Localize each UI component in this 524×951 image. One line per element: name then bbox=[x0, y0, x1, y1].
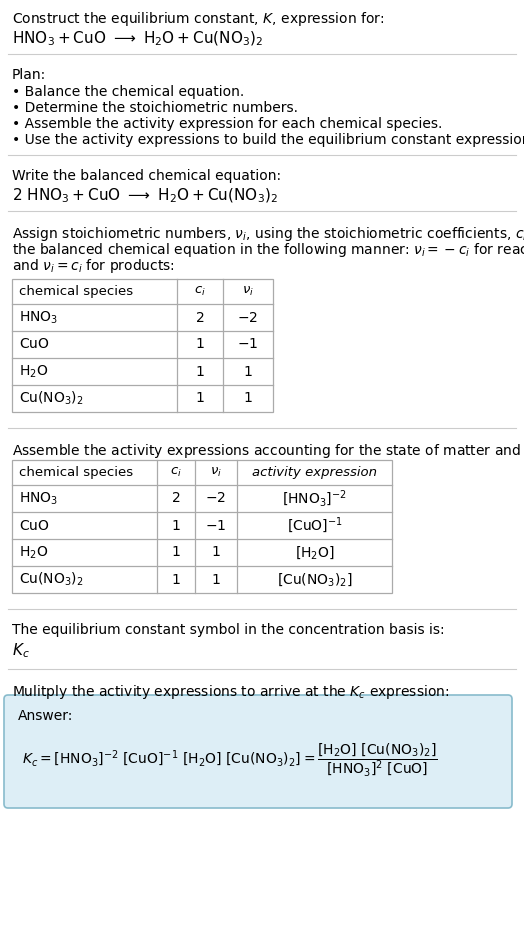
Text: the balanced chemical equation in the following manner: $\nu_i = -c_i$ for react: the balanced chemical equation in the fo… bbox=[12, 241, 524, 259]
Text: Assemble the activity expressions accounting for the state of matter and $\nu_i$: Assemble the activity expressions accoun… bbox=[12, 442, 524, 460]
Text: chemical species: chemical species bbox=[19, 285, 133, 298]
Text: 1: 1 bbox=[171, 518, 180, 533]
Text: activity expression: activity expression bbox=[252, 466, 377, 479]
Text: The equilibrium constant symbol in the concentration basis is:: The equilibrium constant symbol in the c… bbox=[12, 623, 445, 637]
Text: $1$: $1$ bbox=[243, 392, 253, 405]
Text: $\mathrm{HNO_3 + CuO\ \longrightarrow\ H_2O + Cu(NO_3)_2}$: $\mathrm{HNO_3 + CuO\ \longrightarrow\ H… bbox=[12, 30, 264, 49]
Text: $[\mathrm{CuO}]^{-1}$: $[\mathrm{CuO}]^{-1}$ bbox=[287, 515, 342, 535]
Text: • Balance the chemical equation.: • Balance the chemical equation. bbox=[12, 85, 244, 99]
Text: • Assemble the activity expression for each chemical species.: • Assemble the activity expression for e… bbox=[12, 117, 442, 131]
Text: $[\mathrm{Cu(NO_3)_2}]$: $[\mathrm{Cu(NO_3)_2}]$ bbox=[277, 572, 352, 588]
Text: $\mathrm{H_2O}$: $\mathrm{H_2O}$ bbox=[19, 544, 48, 561]
Text: $-1$: $-1$ bbox=[205, 518, 226, 533]
Bar bbox=[12, 279, 273, 412]
Text: • Determine the stoichiometric numbers.: • Determine the stoichiometric numbers. bbox=[12, 101, 298, 115]
Text: $\mathrm{CuO}$: $\mathrm{CuO}$ bbox=[19, 338, 50, 352]
Text: 1: 1 bbox=[171, 546, 180, 559]
Text: Write the balanced chemical equation:: Write the balanced chemical equation: bbox=[12, 169, 281, 183]
Text: Construct the equilibrium constant, $K$, expression for:: Construct the equilibrium constant, $K$,… bbox=[12, 10, 385, 28]
FancyBboxPatch shape bbox=[4, 695, 512, 808]
Text: $\mathrm{H_2O}$: $\mathrm{H_2O}$ bbox=[19, 363, 48, 379]
Text: $1$: $1$ bbox=[243, 364, 253, 378]
Bar bbox=[12, 460, 392, 593]
Text: $\mathrm{HNO_3}$: $\mathrm{HNO_3}$ bbox=[19, 491, 58, 507]
Text: and $\nu_i = c_i$ for products:: and $\nu_i = c_i$ for products: bbox=[12, 257, 175, 275]
Text: $-2$: $-2$ bbox=[237, 310, 258, 324]
Text: $1$: $1$ bbox=[211, 546, 221, 559]
Text: $-2$: $-2$ bbox=[205, 492, 226, 506]
Text: Answer:: Answer: bbox=[18, 709, 73, 723]
Text: 1: 1 bbox=[195, 392, 204, 405]
Text: $\mathrm{CuO}$: $\mathrm{CuO}$ bbox=[19, 518, 50, 533]
Text: $[\mathrm{H_2O}]$: $[\mathrm{H_2O}]$ bbox=[294, 544, 334, 561]
Text: • Use the activity expressions to build the equilibrium constant expression.: • Use the activity expressions to build … bbox=[12, 133, 524, 147]
Text: $1$: $1$ bbox=[211, 573, 221, 587]
Text: $\nu_i$: $\nu_i$ bbox=[242, 285, 254, 298]
Text: 1: 1 bbox=[171, 573, 180, 587]
Text: $c_i$: $c_i$ bbox=[194, 285, 206, 298]
Text: $\nu_i$: $\nu_i$ bbox=[210, 466, 222, 479]
Text: Plan:: Plan: bbox=[12, 68, 46, 82]
Text: $\mathrm{HNO_3}$: $\mathrm{HNO_3}$ bbox=[19, 309, 58, 325]
Text: 2: 2 bbox=[172, 492, 180, 506]
Text: $-1$: $-1$ bbox=[237, 338, 259, 352]
Text: $[\mathrm{HNO_3}]^{-2}$: $[\mathrm{HNO_3}]^{-2}$ bbox=[282, 488, 347, 509]
Text: 1: 1 bbox=[195, 338, 204, 352]
Text: 2: 2 bbox=[195, 310, 204, 324]
Text: 1: 1 bbox=[195, 364, 204, 378]
Text: $K_c = [\mathrm{HNO_3}]^{-2}\ [\mathrm{CuO}]^{-1}\ [\mathrm{H_2O}]\ [\mathrm{Cu(: $K_c = [\mathrm{HNO_3}]^{-2}\ [\mathrm{C… bbox=[22, 741, 438, 778]
Text: chemical species: chemical species bbox=[19, 466, 133, 479]
Text: Assign stoichiometric numbers, $\nu_i$, using the stoichiometric coefficients, $: Assign stoichiometric numbers, $\nu_i$, … bbox=[12, 225, 524, 243]
Text: $\mathrm{Cu(NO_3)_2}$: $\mathrm{Cu(NO_3)_2}$ bbox=[19, 571, 84, 589]
Text: $\mathrm{2\ HNO_3 + CuO\ \longrightarrow\ H_2O + Cu(NO_3)_2}$: $\mathrm{2\ HNO_3 + CuO\ \longrightarrow… bbox=[12, 187, 278, 205]
Text: $K_c$: $K_c$ bbox=[12, 641, 30, 660]
Text: $\mathrm{Cu(NO_3)_2}$: $\mathrm{Cu(NO_3)_2}$ bbox=[19, 390, 84, 407]
Bar bbox=[12, 279, 273, 412]
Text: Mulitply the activity expressions to arrive at the $K_c$ expression:: Mulitply the activity expressions to arr… bbox=[12, 683, 450, 701]
Text: $c_i$: $c_i$ bbox=[170, 466, 182, 479]
Bar bbox=[12, 460, 392, 593]
